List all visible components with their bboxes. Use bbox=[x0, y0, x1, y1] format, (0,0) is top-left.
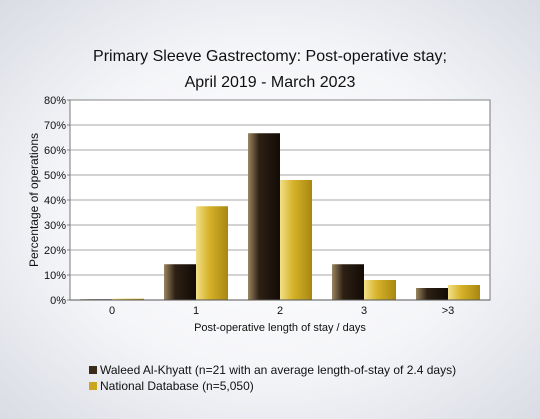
y-tick-label: 20% bbox=[44, 245, 66, 257]
bar-national bbox=[364, 280, 396, 300]
y-tick-label: 10% bbox=[44, 270, 66, 282]
legend-item-surgeon: Waleed Al-Khyatt (n=21 with an average l… bbox=[89, 362, 456, 378]
y-tick-label: 50% bbox=[44, 170, 66, 182]
chart-title: Primary Sleeve Gastrectomy: Post-operati… bbox=[93, 48, 447, 65]
y-tick-label: 70% bbox=[44, 120, 66, 132]
chart-subtitle: April 2019 - March 2023 bbox=[184, 74, 356, 91]
bar-surgeon bbox=[248, 133, 280, 300]
legend-swatch-national bbox=[89, 382, 97, 390]
y-axis-title: Percentage of operations bbox=[27, 133, 41, 267]
x-tick-label: >3 bbox=[442, 305, 455, 317]
bar-national bbox=[280, 180, 312, 300]
legend: Waleed Al-Khyatt (n=21 with an average l… bbox=[89, 362, 456, 394]
y-tick-label: 0% bbox=[50, 295, 66, 307]
y-tick-label: 80% bbox=[44, 95, 66, 107]
y-tick-label: 60% bbox=[44, 145, 66, 157]
x-tick-label: 0 bbox=[109, 305, 115, 317]
bar-surgeon bbox=[416, 288, 448, 300]
legend-swatch-surgeon bbox=[89, 366, 97, 374]
bar-surgeon bbox=[164, 264, 196, 300]
x-axis-title: Post-operative length of stay / days bbox=[194, 322, 366, 334]
bar-national bbox=[112, 298, 144, 300]
x-tick-label: 3 bbox=[361, 305, 367, 317]
x-tick-label: 1 bbox=[193, 305, 199, 317]
y-tick-label: 40% bbox=[44, 195, 66, 207]
legend-label-national: National Database (n=5,050) bbox=[100, 379, 254, 393]
bar-national bbox=[448, 285, 480, 300]
bar-surgeon bbox=[332, 264, 364, 300]
legend-label-surgeon: Waleed Al-Khyatt (n=21 with an average l… bbox=[100, 363, 457, 377]
bar-national bbox=[196, 206, 228, 300]
legend-item-national: National Database (n=5,050) bbox=[89, 378, 456, 394]
x-tick-label: 2 bbox=[277, 305, 283, 317]
y-tick-label: 30% bbox=[44, 220, 66, 232]
